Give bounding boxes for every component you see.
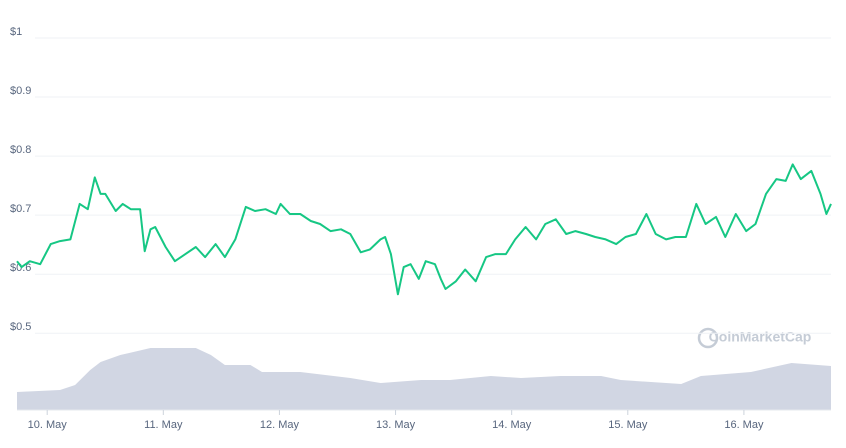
x-tick-label: 14. May <box>492 419 532 431</box>
x-tick-label: 11. May <box>144 419 183 431</box>
y-tick-label: $0.7 <box>10 203 31 215</box>
volume-area <box>17 348 831 410</box>
price-line <box>16 163 832 296</box>
y-tick-label: $1 <box>10 26 22 38</box>
watermark-logo <box>697 327 719 349</box>
x-tick-label: 13. May <box>376 419 416 431</box>
x-tick-label: 12. May <box>260 419 300 431</box>
y-tick-label: $0.6 <box>10 262 31 274</box>
x-tick-label: 10. May <box>28 419 68 431</box>
x-tick-label: 15. May <box>608 419 648 431</box>
y-tick-label: $0.8 <box>10 144 31 156</box>
x-tick-label: 16. May <box>724 419 764 431</box>
y-tick-label: $0.5 <box>10 321 31 333</box>
y-tick-label: $0.9 <box>10 85 31 97</box>
watermark: CoinMarketCap <box>709 329 812 345</box>
